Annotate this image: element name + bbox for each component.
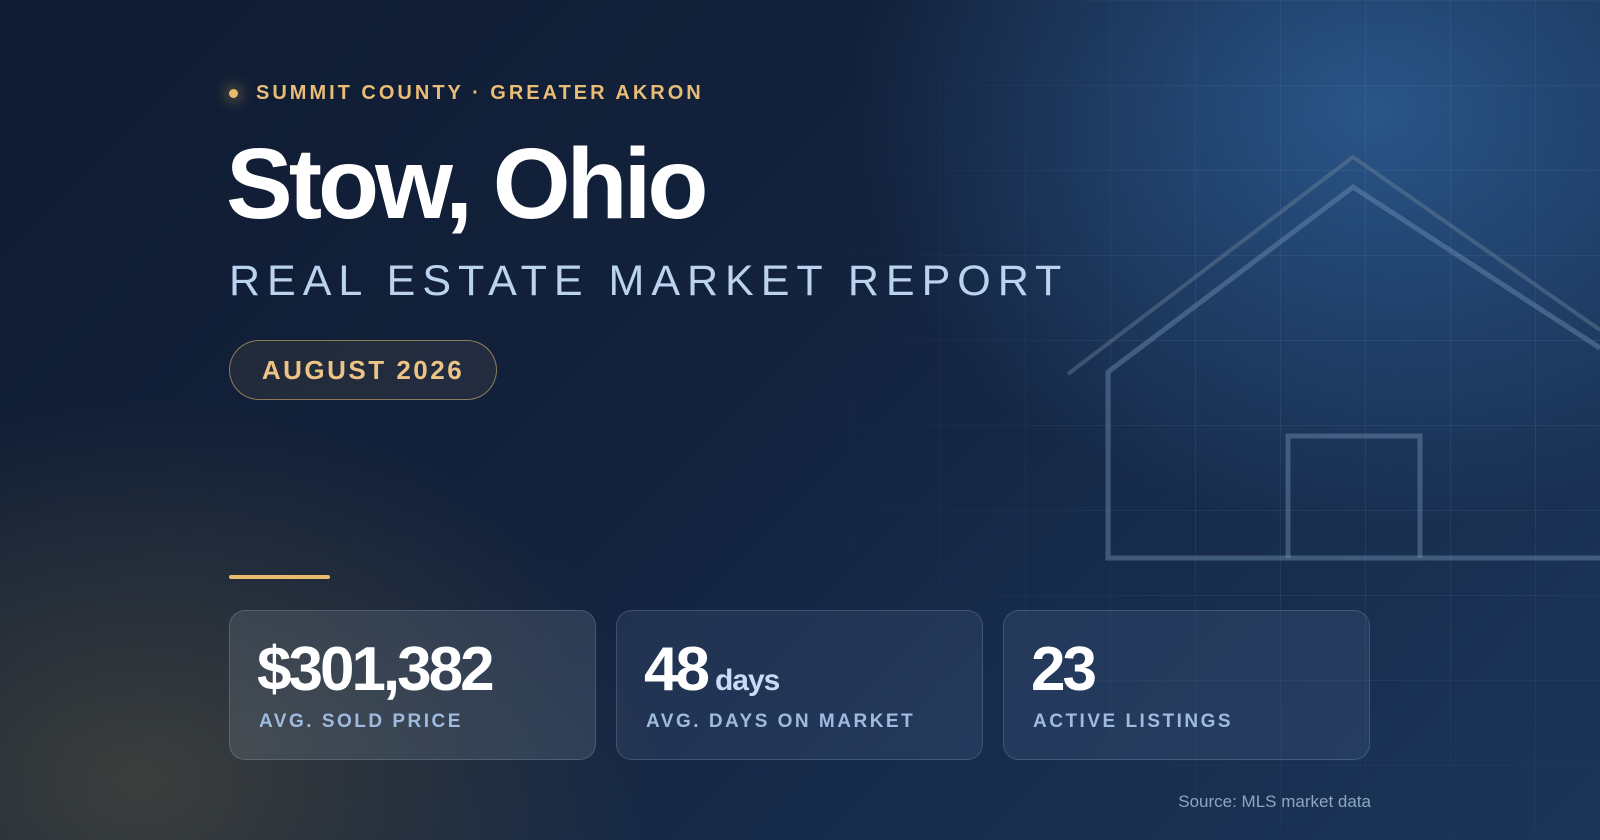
stat-unit: days	[714, 664, 780, 697]
report-subtitle: REAL ESTATE MARKET REPORT	[229, 257, 1069, 305]
stat-number: $301,382	[257, 635, 495, 704]
date-badge-text: AUGUST 2026	[261, 354, 465, 385]
stat-card-active-listings: 23 ACTIVE LISTINGS	[1003, 610, 1370, 760]
stat-label: AVG. SOLD PRICE	[259, 711, 463, 732]
source-note: Source: MLS market data	[1178, 792, 1371, 811]
location-kicker: SUMMIT COUNTY · GREATER AKRON	[229, 80, 704, 106]
stat-number: 48	[644, 635, 710, 704]
stat-number: 23	[1031, 635, 1097, 704]
stat-value: 48 days	[644, 635, 780, 716]
stat-label: ACTIVE LISTINGS	[1033, 711, 1234, 732]
accent-divider	[229, 575, 330, 579]
stat-card-avg-sold-price: $301,382 AVG. SOLD PRICE	[229, 610, 596, 760]
house-wall-outline	[1105, 183, 1600, 561]
house-roof-outer	[1066, 154, 1600, 376]
stat-value: 23	[1031, 635, 1097, 705]
location-kicker-text: SUMMIT COUNTY · GREATER AKRON	[256, 81, 704, 104]
stat-label: AVG. DAYS ON MARKET	[646, 711, 916, 732]
stat-card-avg-days-on-market: 48 days AVG. DAYS ON MARKET	[616, 610, 983, 760]
stat-value: $301,382	[257, 635, 495, 705]
page-title: Stow, Ohio	[226, 128, 708, 240]
house-door	[1285, 433, 1423, 558]
location-dot-icon	[229, 88, 238, 98]
background-grid	[770, 0, 1600, 840]
date-badge: AUGUST 2026	[229, 340, 497, 400]
